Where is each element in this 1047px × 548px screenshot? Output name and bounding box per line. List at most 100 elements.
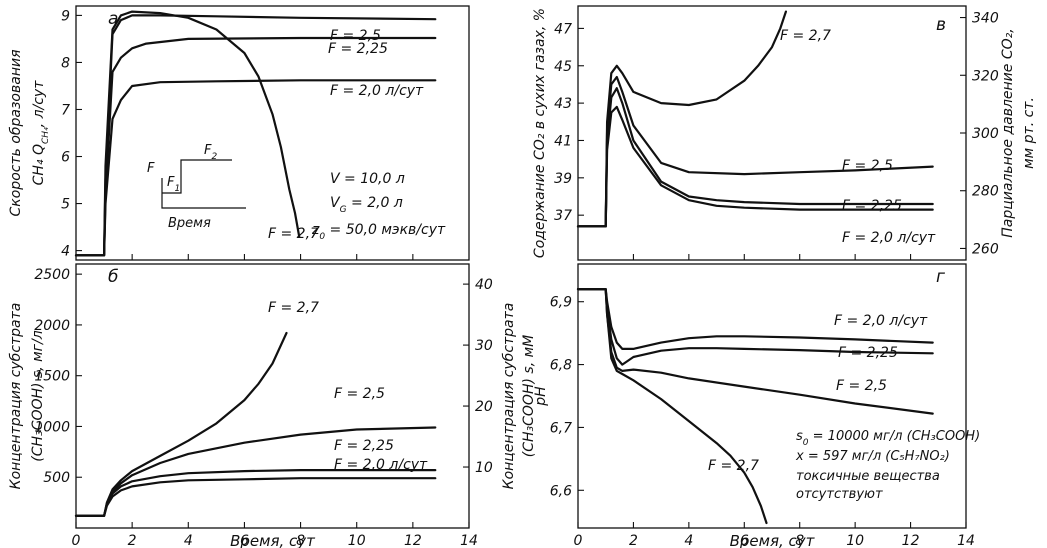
panel-b: 500 1000 1500 2000 2500 10 20 30 40 0 2 4 6 8 10 12 14 б F… bbox=[8, 263, 537, 548]
panel-letter-b: б bbox=[108, 267, 118, 287]
series-label-a-2: F = 2,0 л/сут bbox=[330, 83, 424, 99]
series-label-a-1: F = 2,25 bbox=[328, 41, 388, 57]
x-tick-label-d: 14 bbox=[957, 533, 975, 548]
annotation-toxic-2: отсутствуют bbox=[796, 487, 883, 502]
series-label-c-1: F = 2,5 bbox=[842, 158, 893, 174]
y-right-axis-label-c-line1: Парциальное давление CO₂, bbox=[1000, 28, 1016, 237]
y-tick-label-c: 43 bbox=[554, 96, 572, 112]
x-tick-label-d: 12 bbox=[902, 533, 920, 548]
y-tick-label-c: 37 bbox=[554, 208, 572, 224]
y-right-tick-label-b: 40 bbox=[475, 277, 493, 293]
plot-frame-c bbox=[577, 5, 967, 261]
series-line-d-3 bbox=[576, 288, 768, 525]
panel-letter-d: г bbox=[936, 267, 945, 287]
y-right-axis-label-b-line2: (CH₃COOH) s, мМ bbox=[521, 335, 537, 457]
x-tick-label-d: 8 bbox=[795, 533, 804, 548]
y-tick-label-b: 1000 bbox=[34, 419, 70, 435]
x-tick-label-b: 6 bbox=[240, 533, 249, 548]
y-tick-label-b: 500 bbox=[43, 470, 70, 486]
y-tick-label-b: 2000 bbox=[34, 318, 70, 334]
y-right-axis-label-b-line1: Концентрация субстрата bbox=[501, 303, 517, 490]
y-tick-label-d: 6,9 bbox=[550, 295, 572, 311]
text-part: CH₄ Q bbox=[31, 144, 47, 185]
inset-axes bbox=[161, 178, 246, 209]
plot-frame-d bbox=[577, 263, 967, 529]
text-part: z bbox=[311, 222, 320, 238]
x-tick-label-d: 4 bbox=[684, 533, 693, 548]
series-label-b-2: F = 2,25 bbox=[334, 438, 394, 454]
series-label-c-0: F = 2,7 bbox=[780, 28, 831, 44]
annotation-x: x = 597 мг/л (C₅H₇NO₂) bbox=[795, 449, 950, 464]
series-label-d-2: F = 2,5 bbox=[836, 378, 887, 394]
x-axis-label-d: Время, сут bbox=[730, 532, 816, 548]
inset-label-f1: F1 bbox=[167, 175, 180, 194]
x-tick-label-b: 10 bbox=[348, 533, 366, 548]
text-part: s bbox=[796, 429, 803, 444]
panel-d: 6,6 6,7 6,8 6,9 0 2 4 6 8 10 12 14 г F = 2,0 л/сут F =… bbox=[533, 263, 980, 548]
y-axis-label-c: Содержание CO₂ в сухих газах, % bbox=[532, 8, 548, 258]
text-part: V bbox=[330, 195, 341, 211]
subscript-text: 2 bbox=[211, 152, 217, 162]
annotation-s0: s0 = 10000 мг/л (CH₃COOH) bbox=[796, 429, 980, 448]
text-part: = 10000 мг/л (CH₃COOH) bbox=[809, 429, 981, 444]
panel-letter-a: a bbox=[108, 9, 118, 29]
y-tick-label-a: 4 bbox=[61, 244, 70, 260]
series-line-b-3 bbox=[74, 477, 437, 517]
y-axis-label-a-line1: Скорость образования bbox=[8, 50, 24, 217]
y-axis-label-d: pH bbox=[533, 386, 549, 407]
text-part: F bbox=[167, 175, 175, 190]
x-tick-label-b: 0 bbox=[72, 533, 81, 548]
annotation-z0: z0 = 50,0 мэкв/сут bbox=[311, 222, 446, 242]
y-right-tick-label-b: 20 bbox=[475, 399, 493, 415]
y-tick-label-a: 5 bbox=[61, 197, 70, 213]
inset-label-f2: F2 bbox=[204, 143, 217, 162]
y-right-tick-label-c: 320 bbox=[972, 68, 999, 84]
series-label-c-2: F = 2,25 bbox=[842, 198, 902, 214]
y-right-axis-label-c-line2: мм рт. ст. bbox=[1021, 97, 1037, 169]
plot-frame-a bbox=[75, 5, 470, 261]
series-label-c-3: F = 2,0 л/сут bbox=[842, 230, 936, 246]
y-right-tick-label-c: 300 bbox=[972, 126, 999, 142]
y-tick-label-a: 8 bbox=[61, 55, 70, 71]
annotation-volume: V = 10,0 л bbox=[330, 171, 405, 187]
subscript-text: CH₄ bbox=[41, 127, 51, 144]
series-label-d-1: F = 2,25 bbox=[838, 345, 898, 361]
text-part: , л/сут bbox=[31, 80, 47, 128]
y-right-tick-label-c: 340 bbox=[972, 11, 999, 27]
y-tick-label-c: 45 bbox=[554, 59, 572, 75]
inset-xlabel: Время bbox=[168, 216, 211, 231]
series-line-c-2 bbox=[576, 87, 934, 228]
x-tick-label-b: 2 bbox=[128, 533, 137, 548]
series-label-b-0: F = 2,7 bbox=[268, 300, 319, 316]
annotation-toxic-1: токсичные вещества bbox=[796, 469, 940, 484]
subscript-text: 0 bbox=[803, 438, 809, 448]
x-tick-label-d: 0 bbox=[574, 533, 583, 548]
panel-c: 37 39 41 43 45 47 260 280 300 320 340 в F = 2,7 F = 2… bbox=[532, 5, 1037, 261]
series-label-d-3: F = 2,7 bbox=[708, 458, 759, 474]
series-label-b-1: F = 2,5 bbox=[334, 386, 385, 402]
subscript-text: G bbox=[340, 205, 347, 215]
plot-frame-b bbox=[75, 263, 470, 529]
x-tick-label-d: 6 bbox=[740, 533, 749, 548]
series-label-a-0: F = 2,5 bbox=[330, 28, 381, 44]
y-axis-label-b-line2: (CH₃COOH) s, мг/л bbox=[30, 330, 46, 461]
panel-letter-c: в bbox=[936, 15, 946, 35]
panel-a: 4 5 6 7 8 9 a F = 2,5F = 2,25 F = 2,0 л/сут F = 2… bbox=[8, 5, 470, 261]
y-tick-label-d: 6,7 bbox=[550, 420, 572, 436]
y-right-tick-label-b: 10 bbox=[475, 460, 493, 476]
y-axis-label-a-line2: CH₄ QCH₄, л/сут bbox=[31, 80, 51, 186]
series-line-a-3 bbox=[74, 10, 301, 257]
y-tick-label-a: 9 bbox=[61, 8, 70, 24]
series-label-a-3: F = 2,7 bbox=[268, 226, 319, 242]
y-tick-label-d: 6,8 bbox=[550, 358, 572, 374]
x-tick-label-b: 14 bbox=[460, 533, 478, 548]
y-right-tick-label-c: 280 bbox=[972, 184, 999, 200]
y-tick-label-c: 41 bbox=[554, 133, 572, 149]
inset-ylabel: F bbox=[147, 161, 155, 176]
inset-step-line bbox=[162, 159, 232, 194]
y-tick-label-a: 6 bbox=[61, 150, 70, 166]
y-tick-label-d: 6,6 bbox=[550, 483, 572, 499]
series-line-c-3 bbox=[576, 105, 934, 228]
y-tick-label-c: 47 bbox=[554, 21, 572, 37]
y-right-tick-label-c: 260 bbox=[972, 241, 999, 257]
